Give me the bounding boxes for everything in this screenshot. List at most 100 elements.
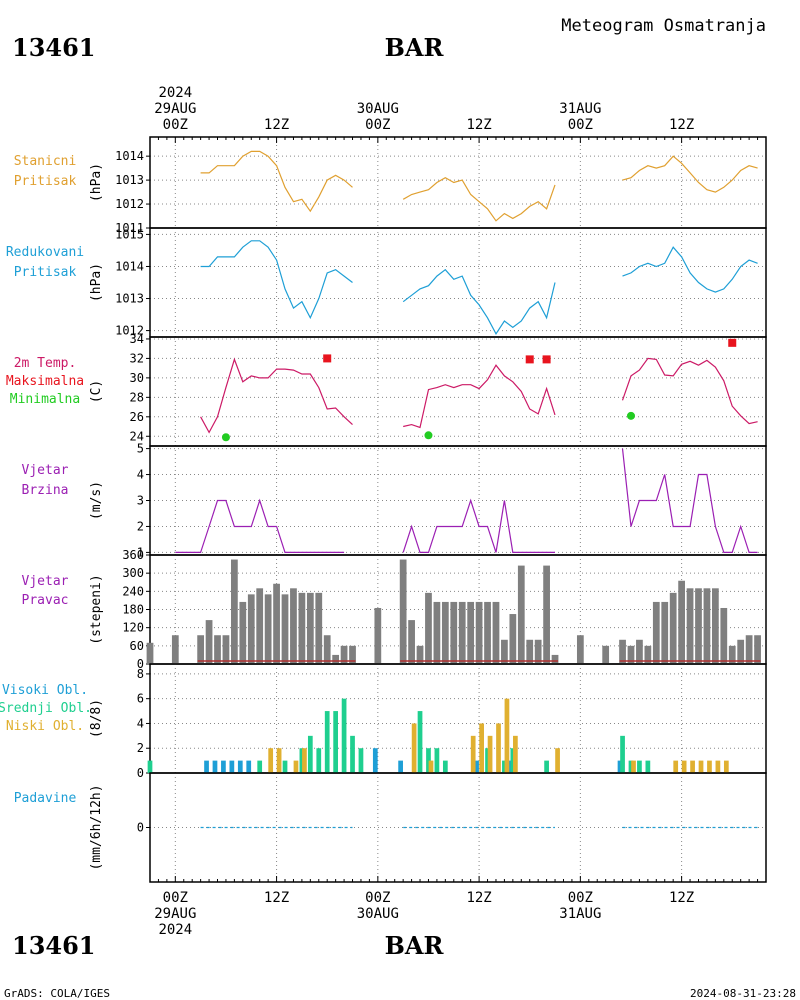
- panel-label: Pritisak: [14, 265, 77, 280]
- panel-label: Pravac: [22, 593, 69, 608]
- wind-dir-bar: [526, 639, 534, 664]
- panel-label: Maksimalna: [6, 374, 84, 389]
- y-tick-label: 1011: [115, 221, 144, 235]
- cloud-bar-mid: [628, 760, 634, 773]
- panel-p6: 0 2 4 6 8 (8/8)Visoki Obl. Srednji Obl. Niski O…: [0, 663, 767, 780]
- y-tick-label: 34: [130, 332, 144, 346]
- wind-dir-bar: [509, 614, 517, 664]
- wind-dir-bar: [281, 594, 289, 664]
- x-tick-label-top: 30AUG: [357, 101, 399, 117]
- station-name-bottom: BAR: [385, 931, 445, 960]
- cloud-bar-mid: [442, 760, 448, 773]
- wind-dir-bar: [678, 580, 685, 664]
- cloud-bar-low: [631, 760, 636, 773]
- y-tick-label: 5: [137, 442, 144, 456]
- panel-p4: 1 2 3 4 5 (m/s) Vjetar Brzina: [22, 442, 767, 559]
- series-line: [621, 357, 758, 425]
- y-tick-label: 0: [137, 821, 144, 835]
- wind-dir-bar: [306, 592, 314, 664]
- y-tick-label: 1014: [115, 259, 144, 273]
- wind-dir-bar: [703, 588, 711, 664]
- cloud-bar-low: [293, 760, 299, 773]
- wind-dir-bar: [298, 592, 306, 664]
- x-tick-label-bottom: 30AUG: [357, 906, 399, 922]
- cloud-bar-high: [237, 760, 243, 773]
- cloud-bar-low: [411, 723, 417, 773]
- y-tick-label: 30: [130, 371, 144, 385]
- wind-dir-bar: [661, 601, 669, 664]
- y-tick-label: 2: [137, 741, 144, 755]
- y-tick-label: 1: [137, 545, 144, 559]
- y-axis-label: (mm/6h/12h): [89, 784, 104, 870]
- cloud-bar-high: [204, 760, 209, 773]
- cloud-bar-low: [513, 735, 518, 773]
- series-line: [200, 150, 353, 213]
- y-tick-label: 32: [130, 351, 144, 365]
- cloud-bar-low: [504, 698, 510, 773]
- panel-p3: 24 26 28 30 32 34 (C) 2m Temp. Maksimalna Minimal…: [6, 332, 767, 447]
- wind-dir-bar: [517, 565, 525, 664]
- wind-dir-bar: [264, 594, 272, 664]
- wind-dir-bar: [340, 645, 348, 664]
- series-line: [403, 364, 556, 429]
- wind-dir-bar: [602, 645, 610, 664]
- cloud-bar-high: [372, 748, 378, 773]
- cloud-bar-mid: [307, 735, 313, 773]
- wind-dir-bar: [576, 635, 584, 664]
- cloud-bar-high: [507, 760, 513, 773]
- y-tick-label: 1013: [115, 173, 144, 187]
- cloud-bar-mid: [147, 760, 153, 773]
- panel-label: Minimalna: [10, 392, 80, 407]
- wind-dir-bar: [475, 601, 483, 664]
- wind-dir-bar: [247, 594, 255, 664]
- cloud-bar-low: [707, 760, 712, 773]
- panel-label: Pritisak: [14, 174, 77, 189]
- wind-dir-bar: [711, 588, 719, 664]
- cloud-bar-low: [723, 760, 729, 773]
- cloud-bar-high: [246, 760, 252, 773]
- wind-dir-bar: [484, 601, 491, 664]
- panel-p2: 1012 1013 1014 1015 (hPa) Redukovani Pritisak: [6, 227, 767, 338]
- cloud-bar-high: [474, 760, 479, 773]
- y-tick-label: 6: [137, 692, 144, 706]
- min-temp-marker: [626, 411, 635, 420]
- y-tick-label: 1012: [115, 324, 144, 338]
- panels: 1011101210131014(hPa)StanicniPritisak101…: [0, 136, 767, 883]
- cloud-bar-low: [673, 760, 679, 773]
- panel-frame: [149, 227, 767, 338]
- x-tick-label-top: 00Z: [365, 117, 390, 133]
- chart-title: Meteogram Osmatranja: [561, 16, 766, 36]
- panel-label: Redukovani: [6, 245, 84, 260]
- max-temp-marker: [525, 355, 534, 364]
- wind-dir-bar: [492, 601, 500, 664]
- cloud-bar-mid: [350, 735, 355, 773]
- wind-dir-bar: [441, 601, 449, 664]
- max-temp-marker: [542, 355, 551, 364]
- panel-label: Padavine: [14, 791, 77, 806]
- y-tick-label: 240: [122, 584, 144, 598]
- cloud-bar-mid: [282, 760, 288, 773]
- cloud-bar-mid: [544, 760, 549, 773]
- y-tick-label: 120: [122, 621, 144, 635]
- x-tick-label-top: 12Z: [264, 117, 289, 133]
- wind-dir-bar: [458, 601, 466, 664]
- station-id-top: 13461: [12, 33, 96, 62]
- wind-dir-bar: [669, 592, 677, 664]
- y-tick-label: 4: [137, 468, 144, 482]
- wind-dir-bar: [425, 592, 432, 664]
- x-tick-label-top: 00Z: [568, 117, 593, 133]
- cloud-bar-low: [487, 735, 493, 773]
- cloud-bar-low: [555, 748, 560, 773]
- wind-dir-bar: [754, 635, 761, 664]
- cloud-bar-high: [229, 760, 235, 773]
- y-axis-label: (stepeni): [89, 574, 104, 644]
- wind-dir-bar: [332, 654, 340, 664]
- series-line: [402, 177, 556, 222]
- x-tick-label-bottom: 00Z: [163, 890, 188, 906]
- wind-dir-bar: [256, 588, 264, 664]
- station-id-bottom: 13461: [12, 931, 96, 960]
- series-line: [200, 357, 353, 434]
- x-tick-label-bottom: 31AUG: [559, 906, 601, 922]
- y-tick-label: 1014: [115, 149, 144, 163]
- cloud-bar-mid: [434, 748, 440, 773]
